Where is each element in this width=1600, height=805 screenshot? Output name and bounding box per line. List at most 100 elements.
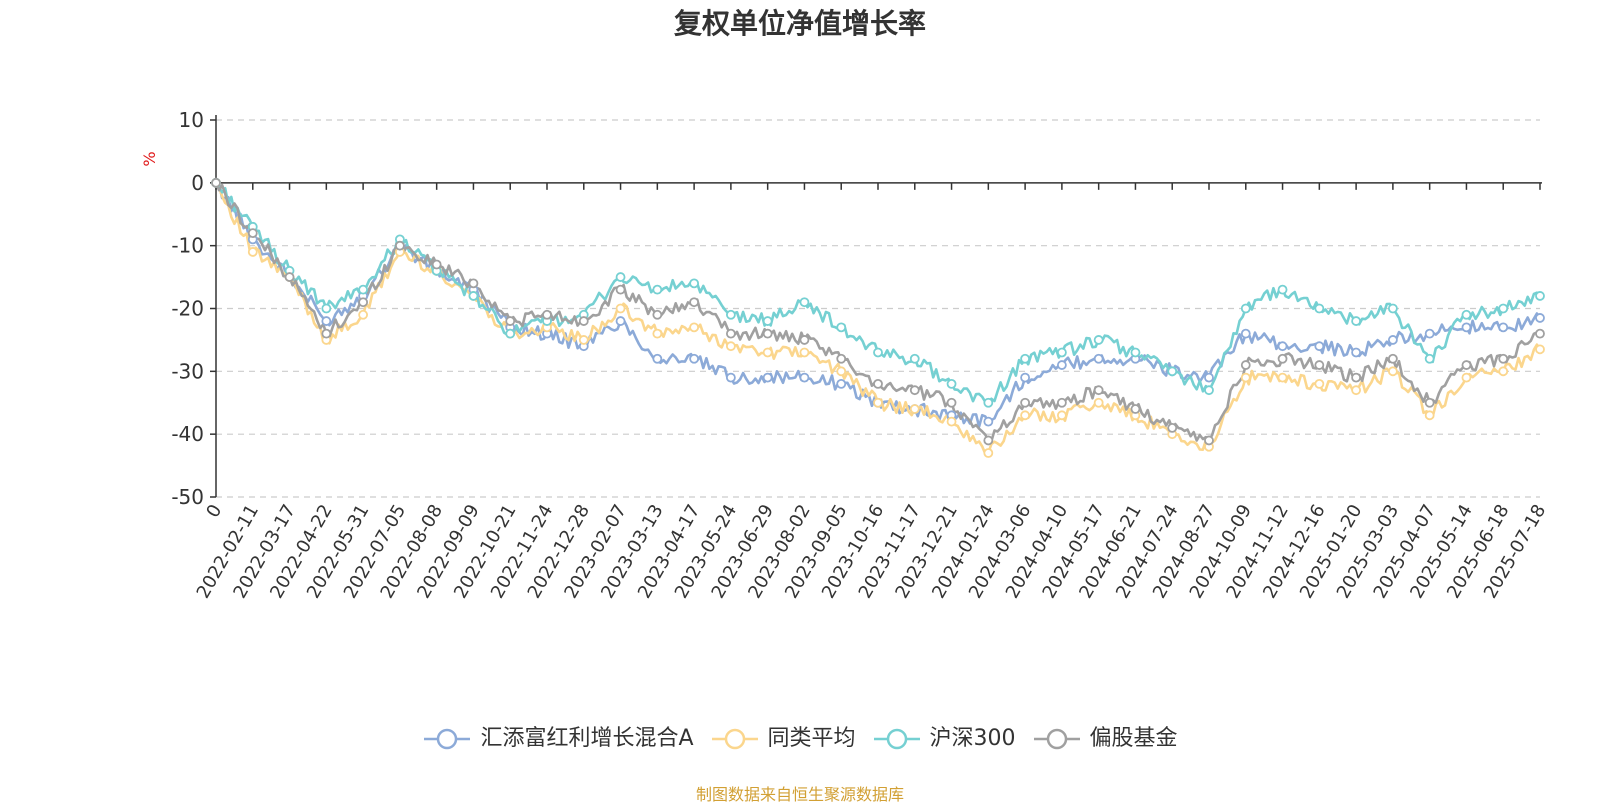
data-point xyxy=(909,385,920,396)
data-point xyxy=(615,316,626,326)
data-point xyxy=(983,448,994,458)
data-point xyxy=(1461,309,1472,320)
data-point xyxy=(1461,322,1472,333)
data-point xyxy=(1314,378,1325,389)
data-point xyxy=(1130,347,1141,358)
data-point xyxy=(725,328,736,339)
data-point xyxy=(873,347,883,358)
data-point xyxy=(394,240,405,251)
data-point xyxy=(1056,397,1067,408)
data-point xyxy=(1535,328,1545,339)
data-point xyxy=(1424,397,1435,408)
data-point xyxy=(799,372,810,383)
data-point xyxy=(836,366,847,377)
data-point xyxy=(689,353,700,364)
data-point xyxy=(909,353,920,364)
data-point xyxy=(1314,360,1325,370)
data-point xyxy=(725,341,736,352)
legend-swatch-icon xyxy=(711,728,758,750)
legend-label: 沪深300 xyxy=(929,726,1016,751)
data-point xyxy=(321,303,332,314)
data-point xyxy=(1424,410,1435,421)
data-point xyxy=(542,309,552,320)
data-point xyxy=(1130,404,1141,414)
data-point xyxy=(1020,410,1031,421)
data-point xyxy=(1351,385,1362,396)
data-point xyxy=(1498,366,1509,377)
data-point xyxy=(652,328,663,339)
data-point xyxy=(1167,422,1178,433)
data-point xyxy=(1056,360,1067,370)
data-point xyxy=(284,272,295,282)
data-point xyxy=(1314,303,1325,314)
data-point xyxy=(725,309,736,320)
data-point xyxy=(1204,385,1214,396)
series-lines xyxy=(214,181,1542,456)
data-point xyxy=(1204,435,1214,446)
legend: 汇添富红利增长混合A 同类平均 沪深300 偏股基金 xyxy=(0,720,1600,752)
data-point xyxy=(1535,313,1545,323)
y-tick-label: 0 xyxy=(191,171,204,195)
y-tick-label: -50 xyxy=(171,485,204,509)
data-point xyxy=(836,353,847,364)
chart-title: 复权单位净值增长率 xyxy=(673,7,926,40)
data-point xyxy=(1240,328,1251,339)
data-point xyxy=(983,435,994,446)
data-point xyxy=(1093,385,1104,396)
data-point xyxy=(1461,360,1472,370)
data-point xyxy=(946,416,957,427)
data-point xyxy=(946,397,957,408)
y-tick-label: -20 xyxy=(171,297,204,321)
data-point xyxy=(652,284,663,295)
data-point xyxy=(1167,366,1178,377)
legend-item[interactable]: 同类平均 xyxy=(710,720,856,752)
legend-label: 同类平均 xyxy=(767,726,856,751)
legend-swatch-icon xyxy=(424,728,471,750)
y-tick-label: -10 xyxy=(171,234,204,258)
data-point xyxy=(1424,353,1435,364)
series-line xyxy=(215,181,1542,429)
data-point xyxy=(762,316,773,326)
data-point xyxy=(1240,303,1251,314)
data-point xyxy=(762,328,773,339)
x-tick-label: 0 xyxy=(202,501,226,521)
data-point xyxy=(1387,303,1398,314)
data-point xyxy=(1093,353,1104,364)
data-point xyxy=(431,259,442,270)
y-tick-label: -30 xyxy=(171,359,204,383)
data-point xyxy=(505,316,516,326)
legend-item[interactable]: 沪深300 xyxy=(872,720,1016,752)
data-point xyxy=(1277,372,1288,383)
legend-label: 偏股基金 xyxy=(1089,726,1178,751)
y-tick-label: 10 xyxy=(179,108,204,132)
data-point xyxy=(468,278,479,289)
data-point xyxy=(247,247,258,257)
source-note: 制图数据来自恒生聚源数据库 xyxy=(695,785,904,804)
data-point xyxy=(1351,347,1362,358)
legend-swatch-icon xyxy=(873,728,920,750)
data-point xyxy=(1535,291,1545,301)
data-point xyxy=(762,347,773,358)
data-point xyxy=(1020,372,1031,383)
data-point xyxy=(983,416,994,427)
legend-label: 汇添富红利增长混合A xyxy=(480,726,694,751)
data-point xyxy=(1498,353,1509,364)
legend-item[interactable]: 偏股基金 xyxy=(1032,720,1178,752)
data-point xyxy=(1093,397,1104,408)
data-point xyxy=(1277,341,1288,352)
data-point xyxy=(1461,372,1472,383)
legend-item[interactable]: 汇添富红利增长混合A xyxy=(422,720,694,752)
data-point xyxy=(578,316,589,326)
data-point xyxy=(1424,328,1435,339)
data-point xyxy=(983,397,994,408)
data-point xyxy=(358,284,369,295)
data-point xyxy=(1240,372,1251,383)
data-point xyxy=(1020,353,1031,364)
data-point xyxy=(873,397,883,408)
data-point xyxy=(615,303,626,314)
data-point xyxy=(1056,410,1067,421)
data-point xyxy=(358,309,369,320)
grid-lines xyxy=(216,119,1540,498)
data-point xyxy=(836,322,847,333)
